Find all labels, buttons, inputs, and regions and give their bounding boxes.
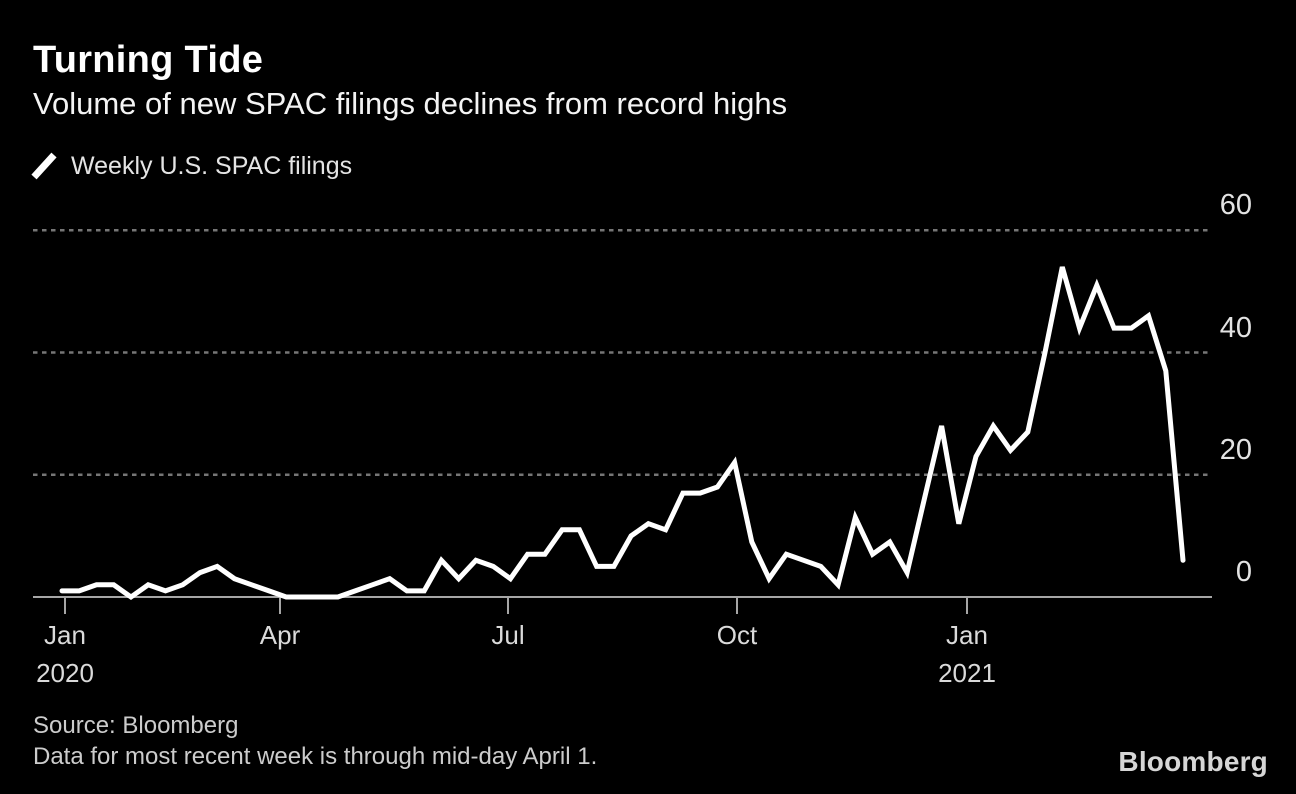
- x-axis-ticks: [64, 597, 968, 614]
- y-axis-label-20: 20: [1219, 434, 1252, 466]
- legend-label: Weekly U.S. SPAC filings: [71, 151, 353, 180]
- bloomberg-logo: Bloomberg: [1118, 746, 1268, 777]
- x-axis-label-oct-3: Oct: [716, 620, 758, 650]
- y-axis-label-0: 0: [1235, 556, 1252, 588]
- source-note: Source: Bloomberg: [33, 712, 239, 739]
- chart-title: Turning Tide: [33, 39, 264, 81]
- legend: Weekly U.S. SPAC filings: [30, 151, 352, 181]
- data-note: Data for most recent week is through mid…: [33, 743, 598, 770]
- x-axis-year-label-2021: 2021: [938, 658, 996, 688]
- gridlines: [33, 229, 1212, 598]
- spac-filings-line: [59, 266, 1186, 601]
- x-axis-label-jul-2: Jul: [491, 620, 525, 650]
- line-slash-icon: [31, 152, 57, 180]
- chart-subtitle: Volume of new SPAC filings declines from…: [33, 86, 788, 121]
- y-axis-label-60: 60: [1219, 189, 1252, 221]
- x-axis-label-jan-0: Jan: [44, 620, 86, 650]
- x-axis-label-jan-4: Jan: [946, 620, 988, 650]
- x-axis-label-apr-1: Apr: [259, 620, 301, 650]
- x-axis-year-label-2020: 2020: [36, 658, 94, 688]
- y-axis-label-40: 40: [1219, 312, 1252, 344]
